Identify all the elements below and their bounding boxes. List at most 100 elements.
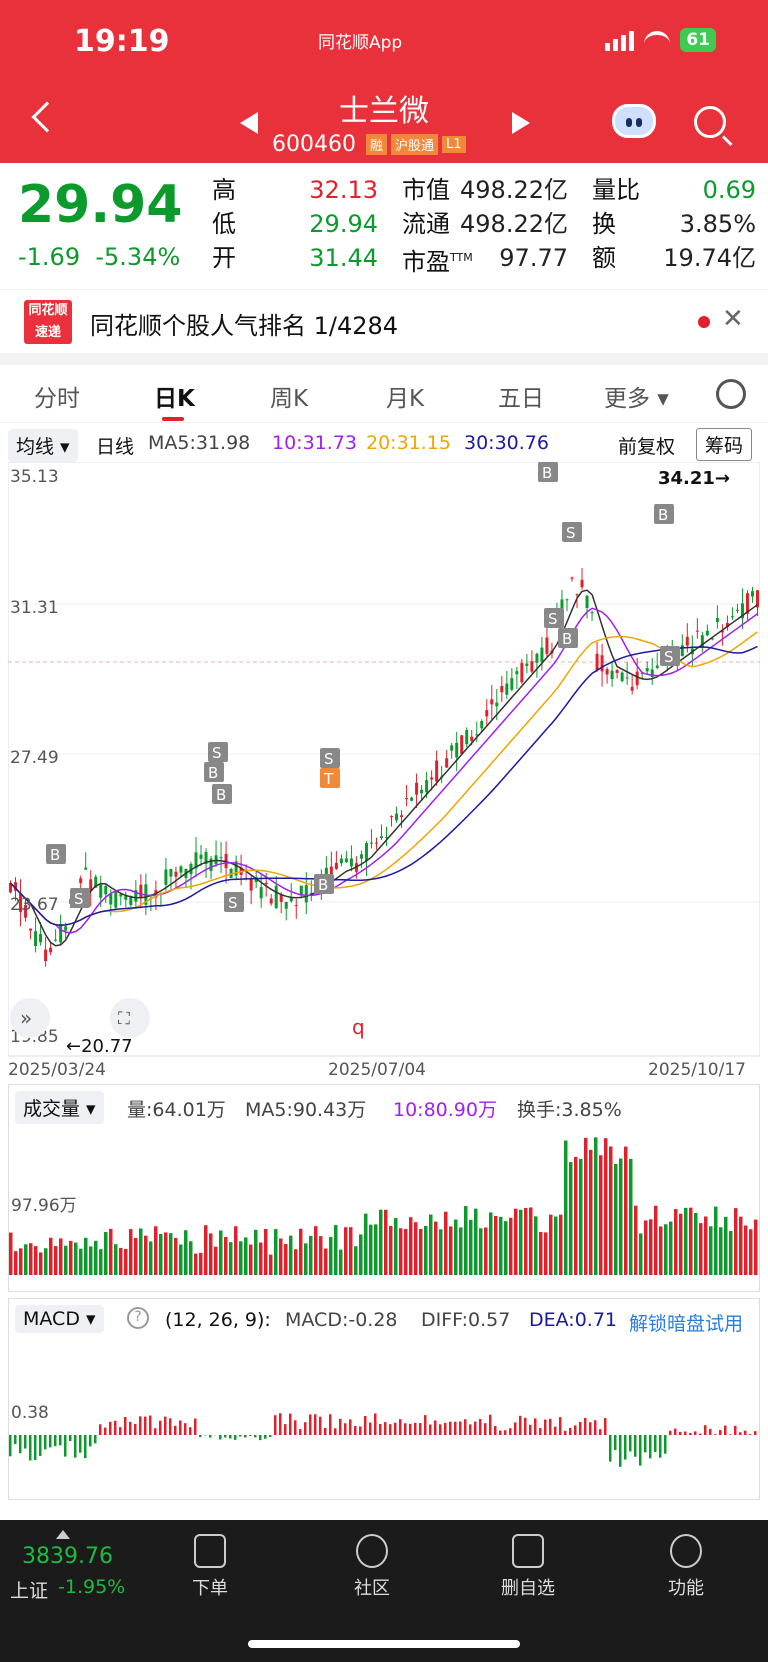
volume-bar [504, 1221, 508, 1275]
svg-text:B: B [50, 846, 60, 864]
volume-bar [399, 1228, 403, 1275]
volume-bar [269, 1255, 273, 1275]
macd-bar [339, 1419, 342, 1435]
macd-bar [489, 1415, 492, 1435]
volume-bar [494, 1216, 498, 1275]
volume-bar [59, 1238, 63, 1275]
volume-bar [89, 1246, 93, 1275]
fullscreen-button[interactable]: ⛶ [110, 998, 150, 1038]
tab-weekly[interactable]: 周K [270, 379, 308, 413]
macd-bar [209, 1435, 212, 1438]
candle-body [395, 814, 398, 821]
settings-icon[interactable] [716, 379, 746, 409]
volume-bar [694, 1213, 698, 1275]
macd-bar [269, 1435, 272, 1437]
macd-bar [229, 1435, 232, 1439]
candle-body [114, 892, 117, 908]
unlock-link[interactable]: 解锁暗盘试用 [629, 1309, 743, 1336]
macd-bar [554, 1427, 557, 1435]
candle-body [571, 578, 574, 579]
candle-body [79, 878, 82, 883]
macd-indicator-select[interactable]: MACD ▾ [15, 1305, 104, 1333]
macd-bar [654, 1435, 657, 1452]
volume-bar [414, 1222, 418, 1275]
candle-body [696, 631, 699, 632]
volume-bar [734, 1208, 738, 1275]
close-icon[interactable]: ✕ [722, 304, 744, 334]
macd-bar [239, 1435, 242, 1437]
tab-intraday[interactable]: 分时 [34, 379, 80, 413]
macd-bar [624, 1435, 627, 1460]
macd-bar [534, 1418, 537, 1435]
volume-bar [654, 1206, 658, 1275]
trade-flag: B [212, 784, 232, 804]
candle-body [565, 599, 568, 600]
candle-body [174, 872, 177, 877]
macd-bar [109, 1422, 112, 1435]
prev-stock-icon[interactable] [240, 112, 258, 134]
nav-community[interactable]: 社区 [322, 1530, 422, 1600]
unread-dot [698, 316, 710, 328]
volume-bar [344, 1227, 348, 1275]
candle-body [84, 868, 87, 870]
volume-indicator-select[interactable]: 成交量 ▾ [15, 1091, 104, 1124]
svg-text:B: B [216, 786, 226, 804]
popularity-notice[interactable]: 同花顺 速递 同花顺个股人气排名 1/4284 ✕ [0, 289, 768, 353]
macd-bar [614, 1435, 617, 1450]
macd-bar [134, 1424, 137, 1435]
kline-chart[interactable]: 35.13 31.31 27.49 23.67 19.85 34.21→ ←20… [8, 462, 760, 1078]
volume-bar [214, 1247, 218, 1275]
notice-logo: 同花顺 速递 [24, 300, 72, 344]
float-label: 流通 [402, 207, 450, 241]
next-stock-icon[interactable] [512, 112, 530, 134]
search-icon[interactable] [694, 106, 726, 138]
chips-button[interactable]: 筹码 [696, 428, 752, 461]
event-flag-q: q [352, 1015, 365, 1039]
y-label-4: 23.67 [10, 895, 59, 915]
assistant-robot-icon[interactable] [612, 104, 656, 138]
adjust-mode[interactable]: 前复权 [618, 432, 675, 459]
turnover-label: 换 [592, 207, 616, 241]
volume-bar [229, 1242, 233, 1275]
candle-body [54, 940, 57, 941]
indicator-select[interactable]: 均线 ▾ [8, 429, 78, 462]
tab-five-day[interactable]: 五日 [498, 379, 544, 413]
nav-functions[interactable]: 功能 [636, 1530, 736, 1600]
macd-bar [719, 1430, 722, 1435]
volume-bar [509, 1218, 513, 1275]
macd-bar [379, 1424, 382, 1435]
index-value[interactable]: 3839.76 [22, 1544, 113, 1569]
candle-body [215, 855, 218, 864]
macd-bar [334, 1428, 337, 1435]
expand-left-button[interactable]: » [10, 998, 50, 1038]
amount-label: 额 [592, 241, 616, 275]
macd-bar [609, 1435, 612, 1462]
macd-bar [59, 1435, 62, 1445]
tab-monthly[interactable]: 月K [386, 379, 424, 413]
macd-bar [54, 1435, 57, 1446]
volume-bar [259, 1243, 263, 1275]
trade-flag: B [314, 874, 334, 894]
tab-more[interactable]: 更多 ▾ [604, 379, 669, 413]
candle-body [646, 668, 649, 671]
status-time: 19:19 [74, 24, 170, 59]
volume-bar [144, 1236, 148, 1275]
nav-remove-watchlist[interactable]: 删自选 [478, 1530, 578, 1600]
svg-text:S: S [228, 894, 238, 912]
volume-bar [699, 1223, 703, 1275]
svg-text:»: » [20, 1006, 32, 1030]
nav-order[interactable]: 下单 [160, 1530, 260, 1600]
volume-bar [19, 1248, 23, 1275]
volume-bar [274, 1229, 278, 1275]
volume-bar [119, 1248, 123, 1275]
volume-bar [404, 1229, 408, 1275]
macd-bar [354, 1426, 357, 1435]
expand-index-icon[interactable] [56, 1530, 70, 1539]
high-label: 高 [212, 173, 236, 207]
svg-text:S: S [548, 610, 558, 628]
candle-body [99, 885, 102, 898]
tab-daily[interactable]: 日K [154, 379, 195, 413]
active-tab-indicator [162, 417, 184, 421]
volume-bar [449, 1226, 453, 1275]
help-icon[interactable]: ? [127, 1307, 149, 1329]
